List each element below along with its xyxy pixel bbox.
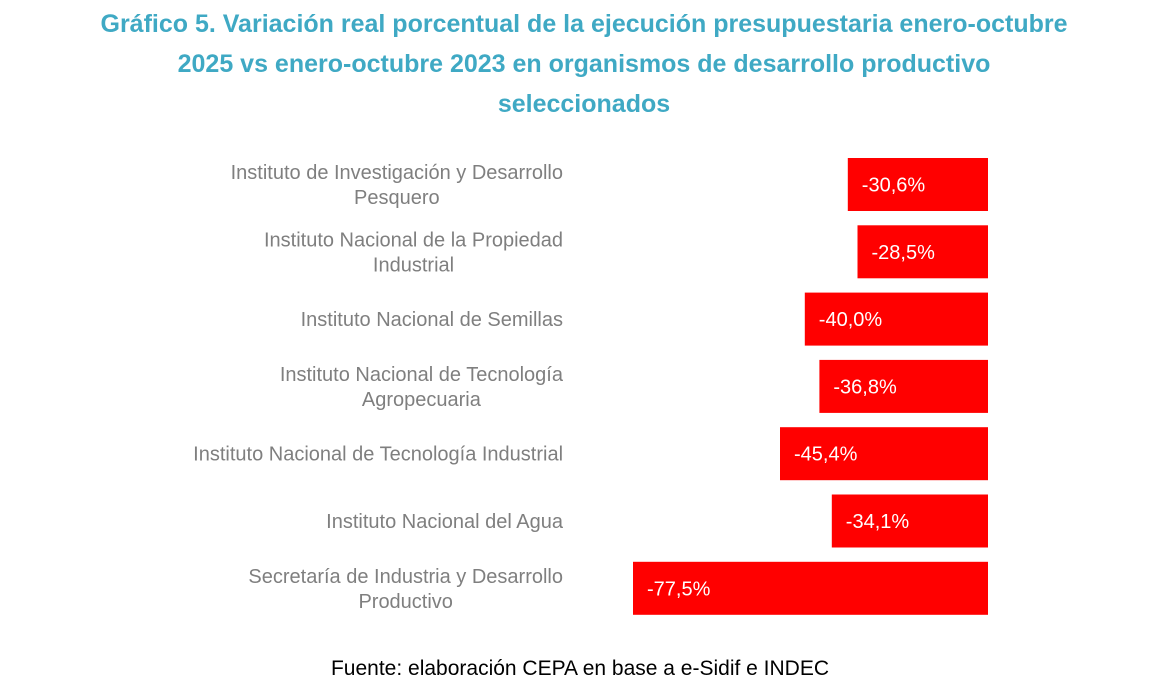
category-label: Secretaría de Industria y Desarrollo Prod… bbox=[248, 566, 563, 613]
category-label-line: Instituto de Investigación y Desarrollo bbox=[231, 162, 563, 184]
category-label: Instituto Nacional de Tecnología Agropecu… bbox=[280, 364, 564, 411]
data-label: -34,1% bbox=[846, 511, 910, 533]
data-label: -36,8% bbox=[833, 376, 897, 398]
data-label: -77,5% bbox=[647, 578, 711, 600]
category-label-line: Productivo bbox=[358, 591, 453, 613]
bar bbox=[780, 427, 988, 481]
category-label-line: Agropecuaria bbox=[362, 389, 482, 411]
data-label: -45,4% bbox=[794, 444, 858, 466]
category-label-line: Instituto Nacional del Agua bbox=[326, 511, 564, 533]
bar bbox=[847, 158, 988, 211]
bar bbox=[633, 561, 988, 615]
category-label: Instituto de Investigación y Desarrollo P… bbox=[231, 162, 563, 209]
bar bbox=[819, 359, 988, 413]
chart-title-line-3: seleccionados bbox=[497, 90, 671, 118]
category-label: Instituto Nacional de la Propiedad Indust… bbox=[264, 229, 563, 276]
bar-row: -40,0% Instituto Nacional de Semillas bbox=[301, 292, 988, 346]
source-note: Fuente: elaboración CEPA en base a e-Sid… bbox=[330, 657, 830, 680]
category-label-line: Instituto Nacional de la Propiedad bbox=[264, 229, 563, 251]
bar bbox=[831, 494, 988, 548]
bar-row: -45,4% Instituto Nacional de Tecnología I… bbox=[193, 427, 988, 481]
bar-row: -28,5% Instituto Nacional de la Propiedad… bbox=[264, 225, 988, 279]
chart-title: Gráfico 5. Variación real porcentual de … bbox=[0, 4, 1168, 124]
category-label: Instituto Nacional del Agua bbox=[326, 511, 564, 533]
bar bbox=[857, 225, 988, 279]
data-label: -30,6% bbox=[862, 175, 926, 197]
category-label-line: Instituto Nacional de Tecnología bbox=[280, 364, 564, 386]
data-label: -28,5% bbox=[872, 242, 936, 264]
category-label: Instituto Nacional de Semillas bbox=[301, 309, 563, 331]
chart-title-line-2: 2025 vs enero-octubre 2023 en organismos… bbox=[177, 50, 991, 78]
bar-row: -30,6% Instituto de Investigación y Desar… bbox=[231, 158, 988, 211]
category-label-line: Pesquero bbox=[354, 187, 440, 209]
bar-row: -36,8% Instituto Nacional de Tecnología Ag… bbox=[280, 359, 988, 413]
category-label-line: Secretaría de Industria y Desarrollo bbox=[248, 566, 563, 588]
bar-row: -34,1% Instituto Nacional del Agua bbox=[326, 494, 988, 548]
category-label-line: Instituto Nacional de Semillas bbox=[301, 309, 563, 331]
bar-row: -77,5% Secretaría de Industria y Desarrol… bbox=[248, 561, 988, 615]
category-label: Instituto Nacional de Tecnología Industr… bbox=[193, 444, 563, 466]
category-label-line: Instituto Nacional de Tecnología Industr… bbox=[193, 444, 563, 466]
bar bbox=[804, 292, 988, 346]
chart-title-line-1: Gráfico 5. Variación real porcentual de … bbox=[100, 10, 1068, 38]
category-label-line: Industrial bbox=[373, 254, 454, 276]
data-label: -40,0% bbox=[819, 309, 883, 331]
